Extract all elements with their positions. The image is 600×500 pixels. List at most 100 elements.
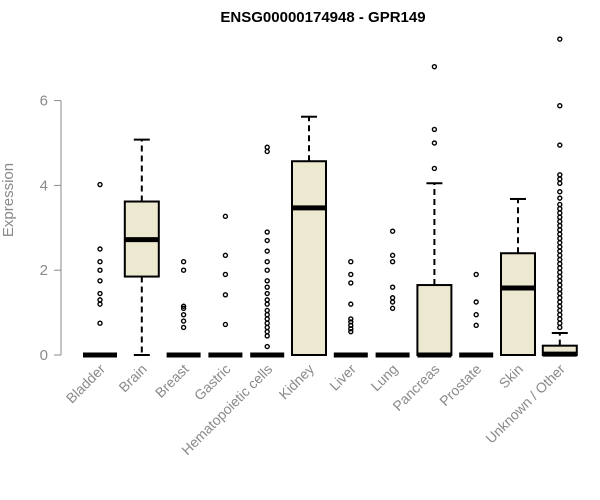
box-bladder (83, 181, 117, 358)
box-gastric (208, 213, 243, 358)
outlier-point (264, 333, 270, 339)
outlier-point (431, 165, 438, 172)
box-body (291, 160, 327, 356)
outlier-point (431, 126, 438, 133)
x-tick-label: Lung (367, 361, 400, 394)
outlier-point (389, 295, 396, 301)
outlier-point (557, 273, 563, 280)
outlier-point (222, 271, 229, 278)
box-body (500, 252, 536, 357)
outlier-point (264, 144, 270, 150)
outlier-point (180, 267, 187, 273)
outlier-point (557, 218, 563, 225)
outlier-point (557, 248, 563, 254)
outlier-point (557, 210, 563, 216)
outlier-point (557, 227, 563, 233)
outlier-point (348, 280, 354, 286)
outlier-point (557, 256, 563, 263)
outlier-point (264, 343, 270, 350)
box-kidney (291, 115, 327, 356)
outlier-point (557, 180, 563, 186)
outlier-point (557, 299, 563, 305)
box-skin (500, 197, 536, 357)
outlier-point (264, 316, 270, 322)
outlier-point (222, 252, 229, 259)
outlier-point (97, 267, 103, 273)
outlier-point (264, 307, 270, 314)
outlier-point (97, 320, 103, 326)
outlier-point (557, 282, 563, 288)
y-tick-label: 2 (40, 262, 48, 279)
y-axis: 0 2 4 6 (40, 93, 62, 364)
outlier-point (348, 301, 354, 307)
y-tick-label: 0 (40, 347, 48, 364)
outlier-point (97, 301, 103, 307)
x-tick-label: Skin (496, 361, 527, 392)
x-tick-label: Prostate (436, 361, 484, 409)
x-tick-label: Breast (152, 361, 192, 401)
outlier-point (264, 297, 270, 303)
outlier-point (348, 319, 354, 325)
outlier-point (557, 290, 563, 297)
x-tick-label: Bladder (63, 361, 109, 407)
outlier-point (557, 239, 563, 246)
outlier-point (264, 148, 270, 155)
outlier-point (264, 320, 270, 326)
outlier-point (557, 303, 563, 309)
outlier-point (264, 328, 270, 335)
box-breast (166, 259, 201, 358)
outlier-point (557, 231, 563, 237)
outlier-point (473, 322, 479, 329)
outlier-point (473, 312, 479, 318)
outlier-point (180, 259, 187, 265)
outlier-point (557, 307, 563, 314)
y-axis-label: Expression (0, 163, 17, 237)
outlier-point (264, 284, 270, 290)
outlier-point (557, 269, 563, 276)
outlier-point (264, 267, 270, 273)
box-unknown-other (541, 36, 578, 357)
box-lung (375, 228, 410, 358)
outlier-point (97, 278, 103, 284)
x-tick-label: Brain (115, 361, 149, 395)
outlier-point (557, 324, 563, 331)
outlier-point (264, 237, 270, 244)
outlier-point (264, 324, 270, 331)
outlier-point (222, 292, 229, 298)
outlier-point (97, 259, 103, 265)
outlier-point (264, 312, 270, 318)
outlier-point (389, 284, 396, 290)
outlier-point (557, 286, 563, 292)
outlier-point (180, 305, 187, 312)
outlier-point (557, 206, 563, 212)
outlier-point (348, 328, 354, 335)
outlier-point (557, 316, 563, 322)
outlier-point (348, 259, 354, 265)
outlier-point (557, 252, 563, 259)
box-series (83, 36, 578, 358)
outlier-point (557, 222, 563, 229)
outlier-point (473, 271, 479, 278)
outlier-point (557, 278, 563, 284)
outlier-point (97, 181, 103, 188)
outlier-point (557, 244, 563, 250)
outlier-point (264, 290, 270, 297)
y-tick-label: 6 (40, 93, 48, 110)
outlier-point (473, 299, 479, 305)
outlier-point (180, 303, 187, 309)
outlier-point (557, 102, 563, 109)
outlier-point (389, 299, 396, 305)
outlier-point (264, 278, 270, 284)
outlier-point (557, 189, 563, 195)
outlier-point (180, 312, 187, 318)
x-tick-label: Unknown / Other (482, 361, 568, 447)
outlier-point (557, 201, 563, 208)
outlier-point (557, 195, 563, 201)
outlier-point (557, 176, 563, 182)
outlier-point (557, 261, 563, 267)
box-body (416, 284, 453, 357)
y-tick-label: 4 (40, 177, 48, 194)
outlier-point (264, 229, 270, 235)
